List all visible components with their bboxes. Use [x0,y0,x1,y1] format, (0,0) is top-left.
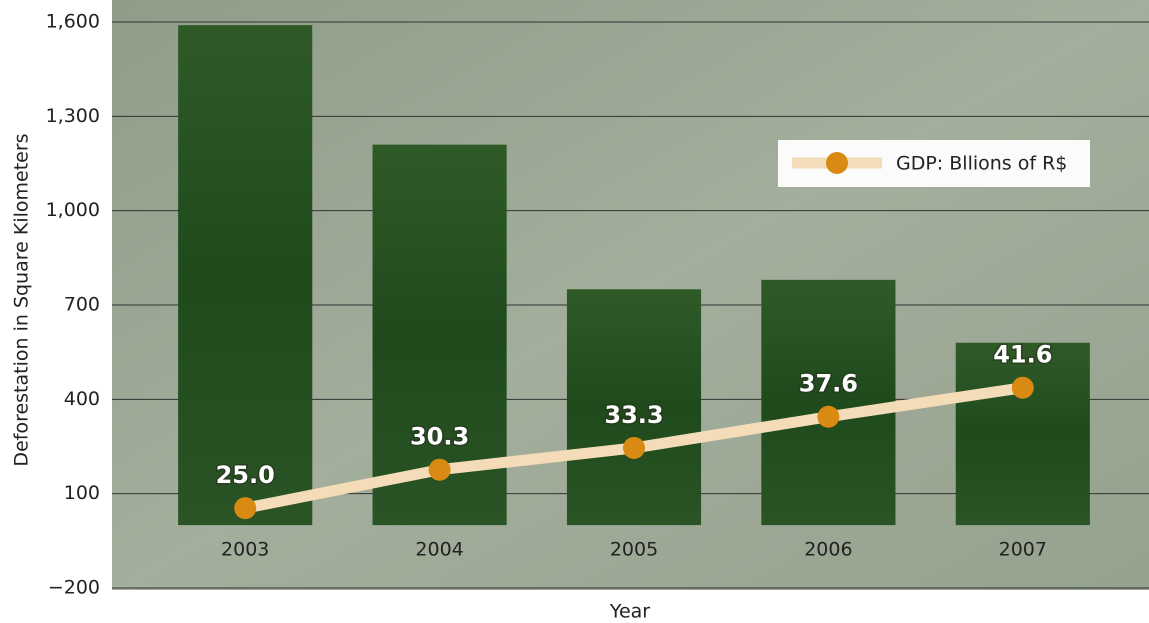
line-marker [234,497,257,520]
data-label: 30.3 [410,423,469,451]
y-tick-label: 400 [64,388,100,410]
legend-label: GDP: Bllions of R$ [896,153,1067,175]
legend: GDP: Bllions of R$ [778,140,1090,187]
line-marker [428,458,451,481]
y-tick-label: 700 [64,294,100,316]
x-tick-label: 2007 [999,539,1047,561]
y-tick-label: 1,300 [46,105,100,127]
x-axis-label: Year [609,601,650,623]
legend-marker [826,152,848,174]
y-axis-label: Deforestation in Square Kilometers [11,133,33,466]
data-label: 37.6 [799,370,858,398]
x-tick-label: 2006 [804,539,852,561]
y-tick-label: 100 [64,482,100,504]
data-label: 25.0 [216,461,275,489]
y-tick-label: 1,600 [46,11,100,33]
bar [566,289,702,526]
x-tick-label: 2003 [221,539,269,561]
x-tick-label: 2004 [415,539,463,561]
data-label: 41.6 [993,341,1052,369]
y-tick-label: −200 [48,577,100,599]
data-label: 33.3 [604,401,663,429]
line-marker [623,436,645,459]
line-marker [817,405,840,428]
bar [761,279,896,526]
x-tick-label: 2005 [610,539,658,561]
bar [955,342,1090,526]
line-marker [1011,376,1034,399]
bar [178,25,313,526]
y-tick-label: 1,000 [46,199,100,221]
